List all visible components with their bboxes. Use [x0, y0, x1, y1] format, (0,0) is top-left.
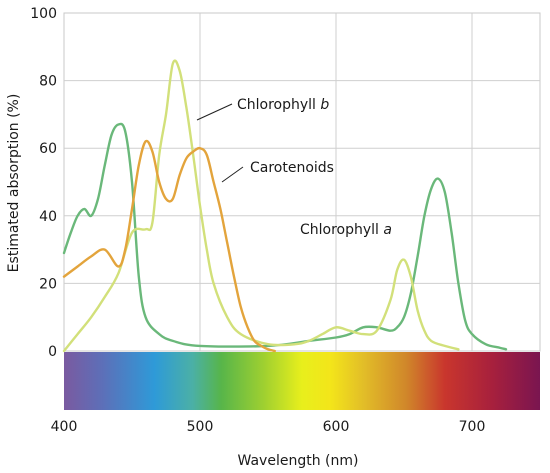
- y-tick-label: 80: [39, 74, 57, 90]
- series-line-chlorophyll-a: [62, 122, 508, 351]
- x-tick-label: 700: [459, 419, 486, 435]
- annotation-chlorophyll-a: Chlorophyll a: [300, 222, 392, 238]
- y-tick-label: 0: [48, 344, 57, 360]
- series-line-chlorophyll-b: [62, 59, 460, 353]
- y-tick-label: 20: [39, 276, 57, 292]
- series-line-carotenoids: [62, 139, 276, 353]
- tick-labels: 0 20 40 60 80 100 400 500 600 700: [30, 6, 485, 435]
- annotation-carotenoids: Carotenoids: [250, 160, 334, 176]
- annotation-chlorophyll-b: Chlorophyll b: [237, 97, 329, 113]
- visible-spectrum-bar: [64, 352, 540, 410]
- leader-line-chlorophyll-b: [196, 103, 233, 121]
- y-tick-label: 100: [30, 6, 57, 22]
- plot-frame: [63, 12, 541, 352]
- series-group: [62, 59, 508, 353]
- y-tick-label: 60: [39, 141, 57, 157]
- x-axis-title: Wavelength (nm): [238, 453, 359, 469]
- x-tick-label: 600: [323, 419, 350, 435]
- y-axis-title: Estimated absorption (%): [6, 94, 22, 273]
- leader-line-carotenoids: [221, 166, 244, 183]
- x-tick-label: 400: [51, 419, 78, 435]
- y-tick-label: 40: [39, 209, 57, 225]
- x-tick-label: 500: [187, 419, 214, 435]
